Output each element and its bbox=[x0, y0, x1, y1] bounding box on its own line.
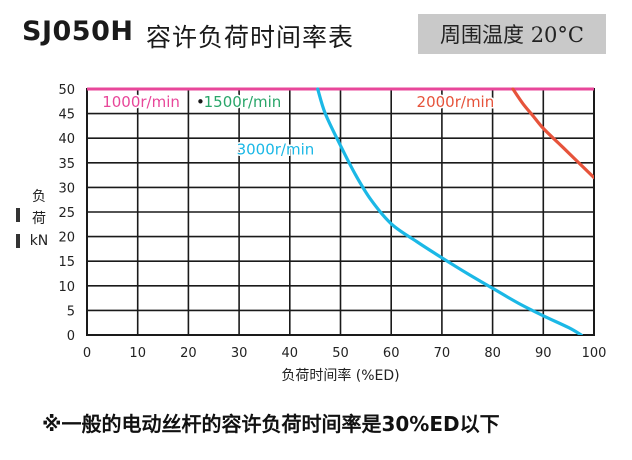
series-label: 3000r/min bbox=[237, 140, 315, 158]
series-group bbox=[87, 87, 594, 335]
y-axis-label-line: 荷 bbox=[32, 211, 46, 227]
x-tick-label: 80 bbox=[484, 346, 501, 361]
x-tick-label: 10 bbox=[129, 346, 146, 361]
axis-tick-mark bbox=[16, 234, 20, 248]
series-line-2000r-min bbox=[511, 87, 594, 180]
y-tick-label: 30 bbox=[58, 181, 75, 196]
x-tick-label: 60 bbox=[383, 346, 400, 361]
y-tick-label: 15 bbox=[58, 255, 75, 270]
model-name: SJ050H bbox=[22, 16, 134, 47]
y-axis-label-line: 负 bbox=[32, 189, 46, 205]
series-label: 1000r/min bbox=[102, 93, 180, 111]
y-tick-label: 40 bbox=[58, 132, 75, 147]
x-tick-label: 20 bbox=[180, 346, 197, 361]
series-line-3000r-min bbox=[316, 87, 583, 335]
chart-title: 容许负荷时间率表 bbox=[146, 23, 355, 52]
x-tick-label: 50 bbox=[332, 346, 349, 361]
load-time-chart: 0 10 20 30 40 50 60 70 80 90 100 0 5 10 15 20 25 30 35 40 45… bbox=[58, 83, 607, 384]
axis-tick-mark bbox=[16, 208, 20, 222]
x-tick-label: 90 bbox=[535, 346, 552, 361]
y-tick-label: 35 bbox=[58, 157, 75, 172]
series-label: • bbox=[196, 93, 205, 111]
y-axis-label-line: kN bbox=[29, 233, 49, 249]
y-tick-label: 0 bbox=[67, 329, 75, 344]
y-axis-label: 负 荷 kN bbox=[28, 186, 50, 252]
footnote: ※一般的电动丝杆的容许负荷时间率是30%ED以下 bbox=[42, 412, 500, 436]
y-tick-label: 10 bbox=[58, 280, 75, 295]
x-tick-label: 40 bbox=[282, 346, 299, 361]
series-label: 1500r/min bbox=[204, 93, 282, 111]
x-tick-label: 70 bbox=[434, 346, 451, 361]
x-tick-label: 0 bbox=[83, 346, 91, 361]
y-tick-label: 5 bbox=[67, 304, 75, 319]
y-tick-label: 20 bbox=[58, 231, 75, 246]
x-tick-label: 30 bbox=[231, 346, 248, 361]
temperature-badge: 周围温度 20°C bbox=[418, 14, 606, 54]
series-label: 2000r/min bbox=[417, 93, 495, 111]
y-tick-label: 25 bbox=[58, 206, 75, 221]
y-tick-label: 45 bbox=[58, 108, 75, 123]
y-tick-label: 50 bbox=[58, 83, 75, 98]
x-axis-label: 负荷时间率 (%ED) bbox=[281, 367, 399, 384]
x-tick-label: 100 bbox=[582, 346, 607, 361]
